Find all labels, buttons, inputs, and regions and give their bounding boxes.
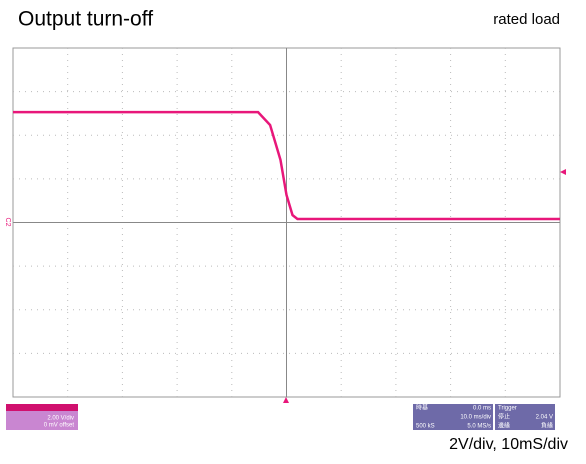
channel-panel-header [6,404,78,411]
trigger-panel [495,404,555,430]
trace [13,110,560,221]
trigger-mode: 停止 [498,413,510,421]
chart-title: Output turn-off [18,8,153,31]
time-div: 10.0 ms/div [460,415,491,421]
rate: 5.0 MS/s [467,424,491,430]
volts-div: 2.00 V/div [47,416,74,422]
channel-label: C2 [4,218,11,227]
timebase-panel [413,404,493,430]
trigger-slope: 負緣 [541,422,553,430]
trigger-marker [283,397,289,403]
samples: 500 kS [416,424,435,430]
trigger-label: Trigger [498,406,517,412]
timebase-label: 時基 [416,404,428,412]
scale-note: 2V/div, 10mS/div [449,436,568,453]
delay: 0.0 ms [473,406,491,412]
trigger-level: 2.04 V [536,415,553,421]
trigger-type: 邊緣 [498,422,510,430]
level-marker [560,169,566,175]
offset: 0 mV offset [44,423,75,429]
subtitle: rated load [493,11,560,28]
